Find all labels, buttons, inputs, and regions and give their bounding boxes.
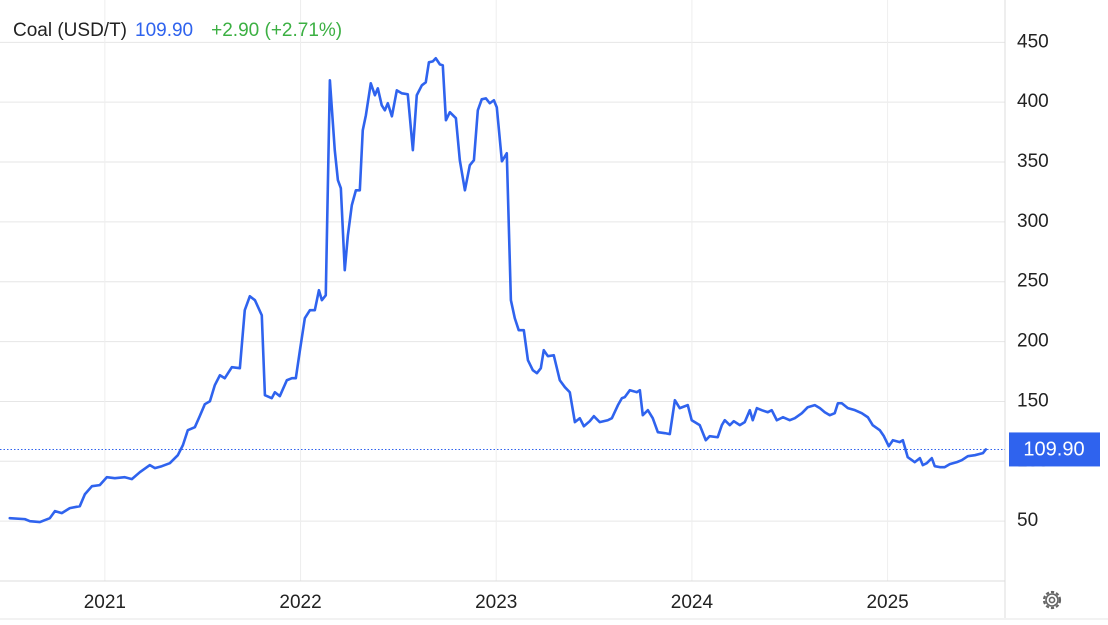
y-tick-label: 150	[1017, 390, 1049, 411]
header: Coal (USD/T) 109.90 +2.90 (+2.71%)	[13, 20, 342, 41]
header-price: 109.90	[135, 20, 193, 41]
y-tick-label: 250	[1017, 271, 1049, 292]
y-tick-label: 450	[1017, 31, 1049, 52]
last-value-box	[1009, 432, 1100, 467]
y-tick-label: 350	[1017, 151, 1049, 172]
chart-title: Coal (USD/T)	[13, 20, 127, 41]
y-tick-label: 200	[1017, 331, 1049, 352]
x-tick-label: 2023	[475, 592, 517, 613]
y-tick-label: 300	[1017, 211, 1049, 232]
y-tick-label: 50	[1017, 510, 1038, 531]
gear-teeth	[1042, 590, 1062, 610]
header-change: +2.90 (+2.71%)	[211, 20, 342, 41]
gear-ring	[1045, 593, 1059, 607]
x-tick-label: 2025	[866, 592, 908, 613]
gear-hub	[1048, 596, 1056, 604]
grid	[0, 0, 1005, 581]
x-tick-label: 2022	[279, 592, 321, 613]
plot	[0, 56, 1005, 524]
x-tick-label: 2021	[84, 592, 126, 613]
price-line	[8, 56, 988, 524]
y-tick-label: 400	[1017, 91, 1049, 112]
last-value-label: 109.90	[1023, 439, 1084, 461]
x-tick-label: 2024	[671, 592, 714, 613]
labels: 5010015020025030035040045020212022202320…	[84, 31, 1100, 613]
settings-icon[interactable]	[1042, 590, 1062, 610]
